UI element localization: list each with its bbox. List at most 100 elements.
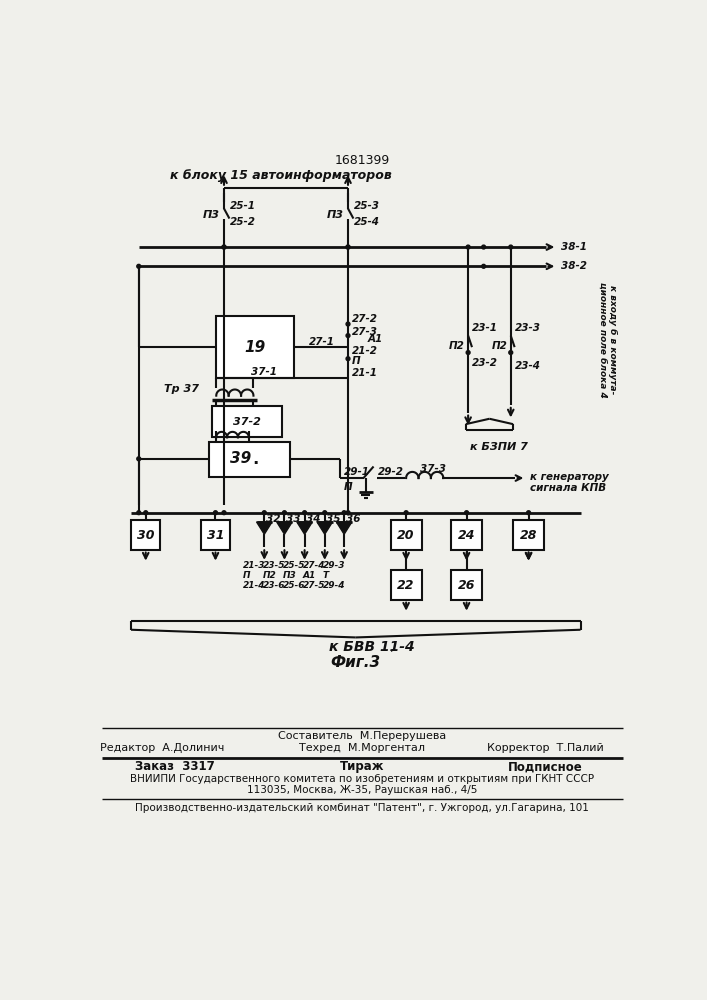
- Circle shape: [346, 322, 350, 326]
- Text: Подписное: Подписное: [508, 760, 583, 773]
- Bar: [209, 442, 290, 477]
- Circle shape: [283, 511, 286, 515]
- Circle shape: [466, 351, 470, 354]
- Bar: [451, 520, 482, 550]
- Text: 25-3: 25-3: [354, 201, 380, 211]
- Text: 23-1: 23-1: [472, 323, 498, 333]
- Text: П: П: [344, 482, 353, 492]
- Bar: [391, 520, 421, 550]
- Text: к БВВ 11-4: к БВВ 11-4: [329, 640, 414, 654]
- Circle shape: [342, 511, 346, 515]
- Text: 35: 35: [327, 514, 341, 524]
- Text: Техред  М.Моргентал: Техред М.Моргентал: [299, 743, 425, 753]
- Circle shape: [323, 511, 327, 515]
- Circle shape: [346, 357, 350, 361]
- Text: 34: 34: [306, 514, 321, 524]
- Text: 23-3: 23-3: [515, 323, 541, 333]
- Circle shape: [527, 511, 530, 515]
- Text: П3: П3: [203, 210, 220, 220]
- Circle shape: [222, 245, 226, 249]
- Text: П2: П2: [449, 341, 464, 351]
- Text: 23-5: 23-5: [263, 561, 285, 570]
- Circle shape: [464, 511, 469, 515]
- Text: 37-2: 37-2: [233, 417, 261, 427]
- Text: ВНИИПИ Государственного комитета по изобретениям и открытиям при ГКНТ СССР: ВНИИПИ Государственного комитета по изоб…: [130, 774, 594, 784]
- Text: Заказ  3317: Заказ 3317: [135, 760, 215, 773]
- Text: 36: 36: [346, 514, 360, 524]
- Text: 31: 31: [206, 529, 224, 542]
- Polygon shape: [276, 522, 292, 534]
- Circle shape: [346, 245, 350, 249]
- Polygon shape: [297, 522, 312, 534]
- Text: 29-4: 29-4: [322, 581, 345, 590]
- Text: 21-1: 21-1: [352, 368, 378, 378]
- Text: Составитель  М.Перерушева: Составитель М.Перерушева: [278, 731, 446, 741]
- Text: 30: 30: [137, 529, 154, 542]
- Bar: [513, 520, 544, 550]
- Circle shape: [303, 511, 307, 515]
- Text: 21-3: 21-3: [243, 561, 265, 570]
- Text: 27-5: 27-5: [303, 581, 325, 590]
- Text: Корректор  Т.Палий: Корректор Т.Палий: [487, 743, 604, 753]
- Text: Редактор  А.Долинич: Редактор А.Долинич: [100, 743, 224, 753]
- Text: 24: 24: [458, 529, 475, 542]
- Text: 25-6: 25-6: [283, 581, 305, 590]
- Circle shape: [346, 334, 350, 338]
- Bar: [201, 520, 230, 550]
- Circle shape: [137, 511, 141, 515]
- Circle shape: [214, 511, 218, 515]
- Text: П2: П2: [263, 571, 276, 580]
- Circle shape: [144, 511, 148, 515]
- Text: П2: П2: [491, 341, 507, 351]
- Text: 37-1: 37-1: [251, 367, 277, 377]
- Bar: [391, 570, 421, 600]
- Text: 27-2: 27-2: [352, 314, 378, 324]
- Text: Фиг.3: Фиг.3: [331, 655, 381, 670]
- Text: 38-2: 38-2: [561, 261, 587, 271]
- Text: Производственно-издательский комбинат "Патент", г. Ужгород, ул.Гагарина, 101: Производственно-издательский комбинат "П…: [135, 803, 589, 813]
- Text: к входу б в коммута-
ционное поле блока 4: к входу б в коммута- ционное поле блока …: [598, 282, 617, 397]
- Bar: [216, 316, 293, 378]
- Text: 23-6: 23-6: [263, 581, 285, 590]
- Text: 26: 26: [458, 579, 475, 592]
- Text: 21-2: 21-2: [352, 346, 378, 356]
- Text: 29-1: 29-1: [344, 467, 370, 477]
- Text: к блоку 15 автоинформаторов: к блоку 15 автоинформаторов: [170, 169, 392, 182]
- Circle shape: [466, 245, 470, 249]
- Text: П3: П3: [283, 571, 297, 580]
- Text: Т: Т: [322, 571, 329, 580]
- Text: 20: 20: [397, 529, 415, 542]
- Polygon shape: [257, 522, 272, 534]
- Text: 22: 22: [397, 579, 415, 592]
- Text: 27-4: 27-4: [303, 561, 325, 570]
- Text: 33: 33: [286, 514, 300, 524]
- Text: 113035, Москва, Ж-35, Раушская наб., 4/5: 113035, Москва, Ж-35, Раушская наб., 4/5: [247, 785, 477, 795]
- Text: 32: 32: [266, 514, 281, 524]
- Circle shape: [481, 264, 486, 268]
- Text: 25-2: 25-2: [230, 217, 255, 227]
- Circle shape: [481, 245, 486, 249]
- Circle shape: [137, 457, 141, 461]
- Text: А1: А1: [368, 334, 382, 344]
- Text: .: .: [252, 450, 258, 468]
- Circle shape: [346, 245, 350, 249]
- Text: 19: 19: [245, 340, 266, 355]
- Bar: [131, 520, 160, 550]
- Text: 28: 28: [520, 529, 537, 542]
- Circle shape: [404, 511, 408, 515]
- Text: 25-1: 25-1: [230, 201, 255, 211]
- Text: Тр 37: Тр 37: [164, 384, 199, 394]
- Polygon shape: [317, 522, 332, 534]
- Text: 23-4: 23-4: [515, 361, 541, 371]
- Circle shape: [222, 245, 226, 249]
- Bar: [451, 570, 482, 600]
- Circle shape: [137, 264, 141, 268]
- Circle shape: [222, 511, 226, 515]
- Circle shape: [262, 511, 267, 515]
- Text: Тираж: Тираж: [339, 760, 384, 773]
- Text: 27-3: 27-3: [352, 327, 378, 337]
- Circle shape: [509, 245, 513, 249]
- Text: к БЗПИ 7: к БЗПИ 7: [470, 442, 528, 452]
- Text: П: П: [352, 356, 361, 366]
- Text: 29-2: 29-2: [378, 467, 404, 477]
